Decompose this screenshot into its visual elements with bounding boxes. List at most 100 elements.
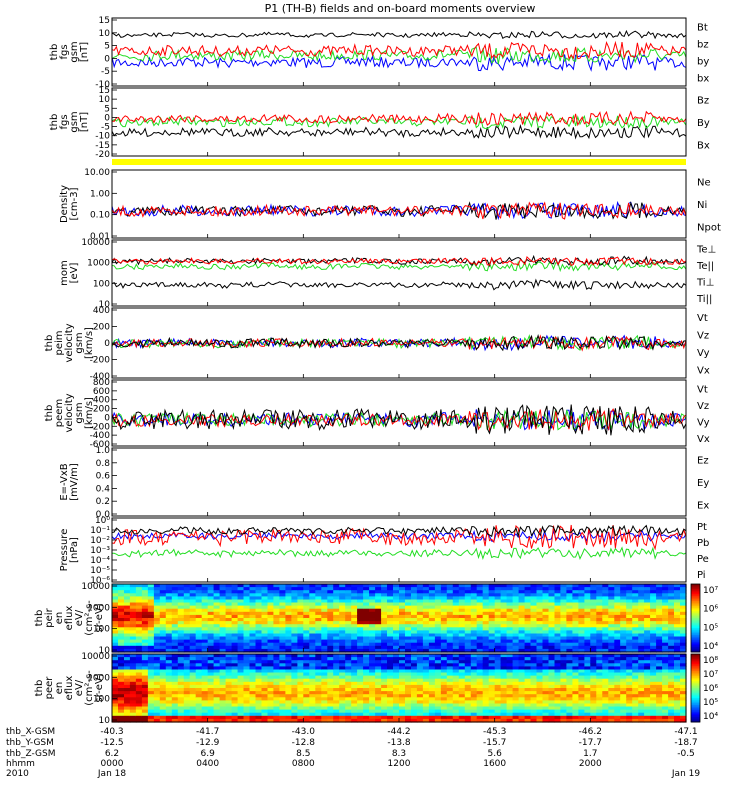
heatmap-cell bbox=[249, 639, 257, 644]
heatmap-cell bbox=[393, 691, 400, 695]
heatmap-cell bbox=[237, 691, 245, 695]
colorbar-frame bbox=[690, 653, 701, 723]
heatmap-cell bbox=[411, 621, 418, 625]
heatmap-cell bbox=[177, 627, 185, 631]
colorbar-step bbox=[691, 703, 700, 706]
y-tick-label: 10⁰ bbox=[95, 516, 110, 526]
heatmap-cell bbox=[446, 657, 454, 661]
heatmap-cell bbox=[112, 709, 119, 714]
heatmap-cell bbox=[267, 614, 275, 619]
heatmap-cell bbox=[548, 614, 556, 619]
heatmap-cell bbox=[189, 678, 197, 683]
colorbar-step bbox=[691, 686, 700, 689]
heatmap-cell bbox=[512, 587, 520, 591]
heatmap-cell bbox=[309, 666, 316, 671]
heatmap-cell bbox=[219, 660, 227, 664]
heatmap-cell bbox=[602, 660, 609, 664]
heatmap-cell bbox=[159, 718, 167, 723]
heatmap-cell bbox=[572, 630, 579, 635]
heatmap-cell bbox=[488, 602, 496, 607]
heatmap-cell bbox=[171, 703, 179, 708]
heatmap-cell bbox=[638, 681, 645, 686]
heatmap-cell bbox=[357, 663, 364, 667]
heatmap-cell bbox=[602, 697, 609, 701]
heatmap-cell bbox=[249, 706, 257, 711]
heatmap-cell bbox=[650, 587, 657, 591]
heatmap-cell bbox=[333, 602, 340, 607]
heatmap-cell bbox=[596, 611, 603, 616]
heatmap-cell bbox=[680, 599, 687, 604]
heatmap-cell bbox=[171, 648, 179, 653]
heatmap-cell bbox=[428, 611, 436, 616]
heatmap-cell bbox=[249, 608, 257, 613]
heatmap-cell bbox=[536, 642, 544, 647]
heatmap-cell bbox=[321, 633, 328, 638]
heatmap-cell bbox=[363, 605, 370, 610]
heatmap-cell bbox=[249, 703, 257, 708]
heatmap-cell bbox=[118, 624, 125, 628]
heatmap-cell bbox=[207, 657, 215, 661]
heatmap-cell bbox=[524, 596, 532, 601]
colorbar-tick-label: 10⁷ bbox=[703, 586, 718, 596]
heatmap-cell bbox=[614, 621, 621, 625]
heatmap-cell bbox=[476, 614, 484, 619]
heatmap-cell bbox=[387, 584, 394, 588]
heatmap-cell bbox=[596, 691, 603, 695]
heatmap-cell bbox=[680, 663, 687, 667]
heatmap-cell bbox=[530, 624, 538, 628]
heatmap-cell bbox=[171, 630, 179, 635]
heatmap-cell bbox=[476, 587, 484, 591]
heatmap-cell bbox=[237, 718, 245, 723]
heatmap-cell bbox=[602, 642, 609, 647]
colorbar-tick-label: 10⁷ bbox=[703, 670, 718, 680]
heatmap-cell bbox=[632, 621, 639, 625]
heatmap-cell bbox=[195, 657, 203, 661]
heatmap-cell bbox=[165, 596, 173, 601]
heatmap-cell bbox=[339, 608, 346, 613]
heatmap-cell bbox=[291, 584, 298, 588]
heatmap-cell bbox=[261, 618, 269, 622]
heatmap-cell bbox=[321, 691, 328, 695]
heatmap-cell bbox=[632, 645, 639, 650]
heatmap-cell bbox=[285, 602, 292, 607]
heatmap-cell bbox=[434, 633, 442, 638]
heatmap-cell bbox=[560, 630, 567, 635]
heatmap-cell bbox=[333, 630, 340, 635]
heatmap-cell bbox=[141, 639, 149, 644]
heatmap-cell bbox=[656, 697, 663, 701]
heatmap-cell bbox=[590, 611, 597, 616]
heatmap-cell bbox=[411, 688, 418, 692]
heatmap-cell bbox=[572, 657, 579, 661]
heatmap-cell bbox=[309, 681, 316, 686]
heatmap-cell bbox=[345, 618, 352, 622]
heatmap-cell bbox=[303, 663, 310, 667]
heatmap-cell bbox=[399, 718, 406, 723]
heatmap-cell bbox=[500, 648, 508, 653]
heatmap-cell bbox=[249, 593, 257, 597]
heatmap-cell bbox=[518, 703, 526, 708]
heatmap-cell bbox=[536, 599, 544, 604]
heatmap-cell bbox=[668, 660, 675, 664]
colorbar-step bbox=[691, 665, 700, 669]
heatmap-cell bbox=[207, 666, 215, 671]
heatmap-cell bbox=[608, 648, 615, 653]
heatmap-cell bbox=[129, 584, 137, 588]
heatmap-cell bbox=[572, 590, 579, 594]
heatmap-cell bbox=[524, 599, 532, 604]
heatmap-cell bbox=[369, 657, 376, 661]
heatmap-cell bbox=[135, 684, 143, 689]
heatmap-cell bbox=[572, 700, 579, 705]
heatmap-cell bbox=[231, 645, 239, 650]
heatmap-cell bbox=[452, 715, 460, 720]
heatmap-cell bbox=[428, 605, 436, 610]
heatmap-cell bbox=[124, 678, 131, 683]
heatmap-cell bbox=[458, 648, 466, 653]
heatmap-cell bbox=[345, 590, 352, 594]
heatmap-cell bbox=[399, 627, 406, 631]
heatmap-cell bbox=[327, 669, 334, 674]
heatmap-cell bbox=[261, 593, 269, 597]
heatmap-cell bbox=[387, 660, 394, 664]
heatmap-cell bbox=[303, 614, 310, 619]
heatmap-cell bbox=[458, 599, 466, 604]
heatmap-cell bbox=[662, 587, 669, 591]
